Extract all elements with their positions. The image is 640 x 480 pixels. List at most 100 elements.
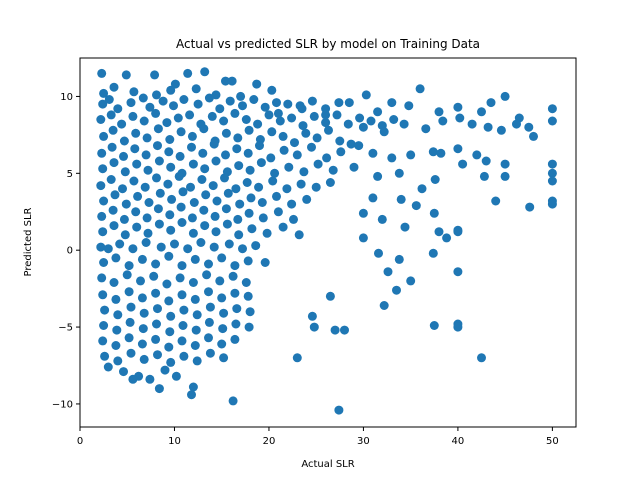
data-point (324, 125, 333, 135)
data-point (205, 302, 215, 312)
data-point (204, 93, 214, 103)
data-point (256, 158, 266, 168)
data-point (252, 79, 262, 89)
data-point (178, 187, 188, 197)
data-point (221, 204, 231, 214)
data-point (139, 308, 149, 318)
data-point (387, 153, 397, 163)
data-point (340, 325, 349, 335)
data-point (258, 213, 268, 223)
data-point (243, 256, 253, 266)
data-point (176, 127, 186, 137)
x-tick-label: 50 (546, 436, 559, 447)
data-point (383, 267, 393, 277)
data-point (368, 193, 378, 203)
data-point (151, 288, 161, 298)
data-point (346, 139, 356, 149)
x-tick-label: 20 (263, 436, 276, 447)
data-point (138, 93, 148, 103)
data-point (205, 348, 215, 358)
data-point (185, 110, 195, 120)
data-point (335, 136, 345, 146)
data-point (486, 98, 496, 108)
data-point (153, 141, 162, 151)
data-point (162, 118, 172, 128)
data-point (158, 96, 168, 106)
data-point (479, 171, 489, 181)
data-point (191, 84, 201, 94)
data-point (483, 122, 493, 132)
data-point (406, 276, 416, 286)
y-tick-label: 10 (60, 92, 73, 103)
data-point (109, 278, 119, 287)
data-point (98, 164, 108, 174)
data-point (162, 279, 172, 289)
data-point (99, 258, 109, 267)
data-point (394, 254, 404, 264)
data-point (228, 271, 238, 281)
data-point (301, 128, 311, 138)
data-point (387, 98, 397, 108)
x-tick-label: 10 (168, 436, 181, 447)
data-point (273, 207, 283, 217)
data-point (361, 90, 371, 100)
data-point (119, 214, 129, 224)
data-point (283, 99, 293, 109)
data-point (151, 108, 161, 118)
data-point (211, 156, 221, 166)
data-point (307, 142, 316, 152)
data-point (177, 290, 187, 300)
data-point (245, 165, 255, 175)
data-point (166, 357, 176, 367)
data-point (154, 219, 164, 229)
data-point (124, 287, 134, 297)
data-point (230, 288, 240, 298)
data-point (188, 278, 198, 287)
data-point (108, 125, 118, 135)
data-point (166, 225, 176, 235)
data-point (179, 305, 189, 315)
data-point (355, 113, 365, 123)
y-tick-label: −5 (58, 323, 73, 334)
data-point (241, 278, 251, 287)
data-point (187, 390, 196, 400)
data-point (152, 90, 161, 100)
data-point (212, 196, 222, 206)
data-point (207, 111, 217, 121)
data-point (368, 148, 378, 158)
data-point (218, 324, 228, 334)
data-point (130, 144, 140, 154)
data-point (547, 159, 557, 169)
data-point (453, 225, 463, 235)
x-tick-label: 0 (77, 436, 83, 447)
data-point (455, 113, 465, 123)
data-point (394, 168, 404, 178)
data-point (325, 291, 335, 301)
data-point (175, 273, 185, 283)
data-point (119, 136, 129, 146)
data-point (200, 221, 210, 231)
data-point (396, 194, 406, 204)
data-point (221, 150, 230, 160)
data-point (136, 276, 145, 286)
data-point (139, 116, 149, 126)
data-point (217, 253, 227, 263)
data-point (453, 322, 463, 332)
data-point (307, 96, 317, 106)
data-point (221, 76, 230, 86)
data-point (176, 202, 186, 212)
data-point (204, 259, 213, 269)
data-point (349, 162, 359, 172)
data-point (264, 110, 274, 120)
plot-frame (79, 57, 577, 428)
data-point (373, 107, 383, 117)
data-point (321, 118, 331, 128)
data-point (125, 317, 135, 327)
data-point (190, 254, 200, 264)
data-point (121, 199, 131, 209)
data-point (241, 115, 251, 124)
data-point (292, 353, 302, 363)
data-point (98, 290, 108, 300)
